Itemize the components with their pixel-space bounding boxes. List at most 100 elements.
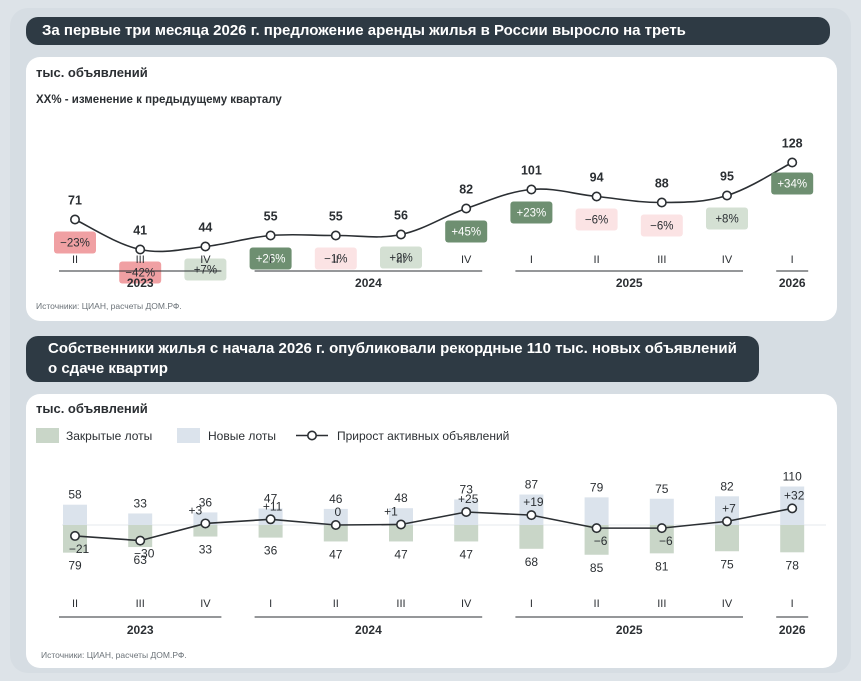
data-point	[330, 230, 341, 241]
data-point	[200, 241, 211, 252]
value-label: 56	[394, 209, 408, 223]
year-label: 2026	[779, 623, 806, 637]
growth-label: +11	[263, 499, 283, 513]
source-note: Источники: ЦИАН, расчеты ДОМ.РФ.	[41, 650, 187, 660]
closed-lots-label: 81	[655, 559, 669, 573]
legend-label-closed: Закрытые лоты	[66, 429, 152, 443]
closed-lots-label: 36	[264, 544, 278, 558]
panel1-banner: За первые три месяца 2026 г. предложение…	[26, 17, 830, 45]
panel2-banner-line2: о сдаче квартир	[48, 360, 168, 377]
quarter-tick-label: II	[594, 598, 600, 610]
growth-label: −6	[594, 534, 608, 548]
quarter-tick-label: II	[594, 254, 600, 266]
closed-lots-label: 85	[590, 561, 604, 575]
growth-label: +3	[189, 503, 203, 517]
supply-line	[74, 161, 793, 253]
quarter-tick-label: I	[269, 254, 272, 266]
year-label: 2024	[355, 276, 382, 290]
new-lots-label: 58	[68, 488, 82, 502]
quarter-tick-label: I	[791, 254, 794, 266]
growth-line	[74, 507, 793, 542]
growth-point	[526, 510, 537, 521]
value-label: 41	[133, 224, 147, 238]
change-badge	[771, 172, 814, 195]
panel1-card: тыс. объявлений XX% - изменение к предыду…	[26, 57, 837, 321]
change-badge	[510, 201, 553, 224]
data-point	[591, 191, 602, 202]
new-lots-bar	[584, 497, 609, 525]
new-lots-label: 87	[525, 478, 539, 492]
quarter-tick-label: III	[657, 254, 666, 266]
unit-label: тыс. объявлений	[36, 65, 148, 80]
change-badge-label: +23%	[517, 208, 547, 220]
new-lots-label: 82	[720, 479, 734, 493]
growth-point	[656, 523, 667, 534]
change-badge	[314, 247, 357, 270]
quarter-tick-label: IV	[461, 598, 472, 610]
value-label: 94	[590, 171, 604, 185]
change-badge-label: +26%	[256, 254, 286, 266]
closed-lots-bar	[258, 525, 283, 538]
quarter-tick-label: I	[269, 598, 272, 610]
quarter-tick-label: I	[791, 598, 794, 610]
change-badge-label: −6%	[650, 221, 673, 233]
legend-swatch-closed	[36, 428, 59, 443]
year-label: 2023	[127, 623, 154, 637]
quarter-tick-label: II	[333, 254, 339, 266]
change-badge-label: −6%	[585, 215, 608, 227]
year-label: 2025	[616, 623, 643, 637]
value-label: 95	[720, 170, 734, 184]
value-label: 55	[264, 210, 278, 224]
change-badge-label: +45%	[451, 227, 481, 239]
new-lots-label: 36	[199, 495, 213, 509]
closed-lots-label: 79	[68, 559, 82, 573]
change-badge-label: −1%	[324, 254, 347, 266]
panel2-card: тыс. объявлений Закрытые лоты Новые лоты Пр…	[26, 394, 837, 668]
value-label: 44	[198, 221, 212, 235]
growth-point	[330, 520, 341, 531]
growth-point	[69, 530, 80, 541]
change-badge	[640, 214, 683, 237]
quarter-tick-label: II	[333, 598, 339, 610]
quarter-tick-label: III	[657, 598, 666, 610]
new-lots-label: 79	[590, 480, 604, 494]
quarter-tick-label: II	[72, 598, 78, 610]
panel1-banner-text: За первые три месяца 2026 г. предложение…	[42, 22, 686, 39]
quarter-tick-label: III	[136, 254, 145, 266]
unit-label: тыс. объявлений	[36, 401, 148, 416]
closed-lots-bar	[454, 525, 479, 542]
growth-point	[395, 519, 406, 530]
new-lots-bar	[389, 508, 413, 525]
value-label: 101	[521, 164, 542, 178]
closed-lots-label: 68	[525, 555, 539, 569]
growth-label: +19	[523, 495, 544, 509]
change-badge	[706, 207, 748, 230]
growth-point	[200, 518, 211, 529]
new-lots-label: 110	[783, 470, 802, 484]
change-badge	[249, 247, 292, 270]
closed-lots-label: 63	[134, 553, 148, 567]
closed-lots-bar	[389, 525, 413, 542]
data-point	[656, 197, 667, 208]
quarter-tick-label: I	[530, 598, 533, 610]
growth-point	[591, 523, 602, 534]
year-label: 2024	[355, 623, 382, 637]
value-label: 82	[459, 183, 473, 197]
data-point	[721, 190, 732, 201]
data-point	[395, 229, 406, 240]
change-badge-label: +2%	[389, 253, 412, 265]
data-point	[461, 203, 472, 214]
closed-lots-label: 75	[720, 557, 734, 571]
quarter-tick-label: I	[530, 254, 533, 266]
legend-swatch-new	[177, 428, 200, 443]
closed-lots-label: 47	[394, 547, 408, 561]
value-label: 88	[655, 177, 669, 191]
closed-lots-bar	[715, 525, 739, 552]
value-label: 128	[782, 137, 803, 151]
growth-label: −6	[659, 534, 673, 548]
value-label: 55	[329, 210, 343, 224]
legend-marker	[306, 430, 317, 441]
quarter-tick-label: IV	[461, 254, 472, 266]
new-lots-label: 46	[329, 492, 343, 506]
quarter-tick-label: IV	[200, 598, 211, 610]
